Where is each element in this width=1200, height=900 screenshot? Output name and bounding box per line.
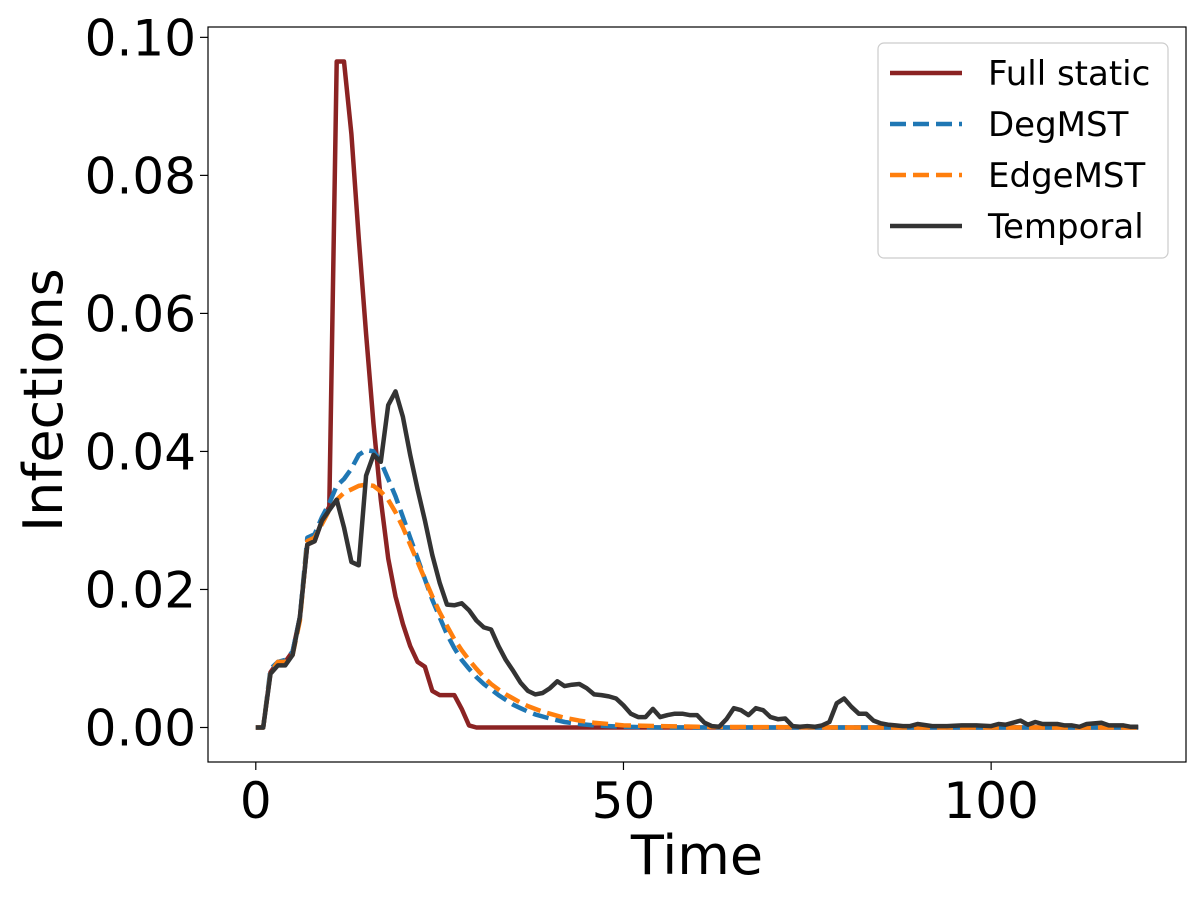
y-tick-label: 0.06 — [85, 285, 196, 343]
y-tick-label: 0.10 — [85, 9, 196, 67]
x-tick-label: 50 — [592, 772, 656, 830]
legend-items: Full static DegMST EdgeMST Temporal — [890, 54, 1150, 247]
y-tick-label: 0.08 — [85, 147, 196, 205]
legend-label-full-static: Full static — [988, 54, 1150, 94]
y-tick-label: 0.00 — [85, 699, 196, 757]
series-line-temporal — [255, 389, 1139, 730]
y-axis-ticks: 0.00 0.02 0.04 0.06 0.08 0.10 — [85, 9, 208, 757]
plot-frame — [207, 26, 1187, 763]
x-axis-label: Time — [630, 824, 763, 887]
series-line-degmst — [255, 447, 1139, 730]
y-axis-label: Infections — [12, 268, 75, 532]
legend-label-degmst: DegMST — [988, 105, 1129, 145]
legend-box — [877, 42, 1169, 259]
legend: Full static DegMST EdgeMST Temporal — [877, 42, 1169, 259]
y-tick-label: 0.04 — [85, 423, 196, 481]
legend-label-temporal: Temporal — [987, 207, 1144, 247]
series-line-edgemst — [255, 482, 1139, 730]
x-tick-label: 0 — [240, 772, 272, 830]
x-axis-ticks: 0 50 100 — [240, 762, 1039, 830]
x-tick-label: 100 — [943, 772, 1038, 830]
series-layer — [255, 59, 1139, 730]
y-tick-label: 0.02 — [85, 561, 196, 619]
legend-label-edgemst: EdgeMST — [988, 156, 1145, 196]
